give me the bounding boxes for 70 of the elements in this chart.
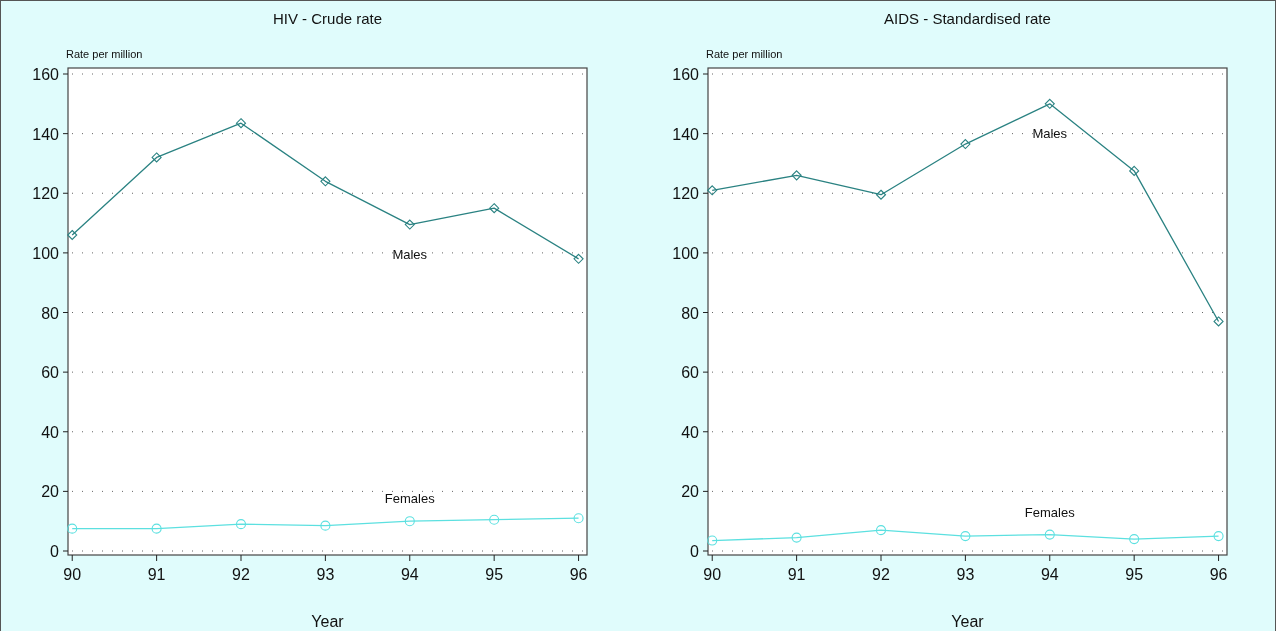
point [960, 531, 971, 542]
y-tick-label: 80 [41, 304, 60, 322]
point [67, 229, 78, 241]
y-tick-label: 160 [672, 66, 700, 83]
y-tick-label: 80 [681, 304, 700, 322]
chart-title: HIV - Crude rate [272, 10, 383, 27]
point [791, 170, 802, 181]
point [1044, 529, 1055, 540]
point [960, 139, 971, 150]
y-tick-label: 100 [672, 244, 700, 262]
point [235, 118, 247, 129]
x-tick-label: 95 [1125, 566, 1144, 583]
y-tick-label: 120 [32, 185, 60, 203]
y-tick-label: 20 [41, 483, 60, 501]
x-tick-label: 94 [400, 566, 419, 583]
x-tick-label: 93 [956, 566, 975, 583]
x-tick-label: 91 [147, 566, 166, 583]
y-tick-label: 0 [690, 543, 700, 560]
y-tick-label: 40 [681, 423, 700, 441]
point [320, 520, 331, 531]
point [1044, 98, 1055, 109]
point [1213, 316, 1224, 327]
y-axis-title: Rate per million [66, 48, 143, 60]
point [151, 152, 162, 163]
point [1129, 534, 1140, 545]
x-tick-label: 90 [703, 566, 722, 583]
y-tick-label: 20 [681, 483, 700, 501]
series-label: Females [1024, 504, 1076, 520]
point [404, 219, 415, 230]
point [707, 185, 718, 196]
y-tick-label: 140 [672, 125, 700, 143]
x-tick-label: 90 [63, 566, 82, 583]
x-tick-label: 96 [569, 566, 588, 583]
point [791, 532, 802, 543]
series-label: Males [1032, 125, 1068, 141]
point [875, 189, 887, 200]
x-axis-title: Year [951, 613, 985, 630]
y-axis-title: Rate per million [706, 48, 783, 60]
y-tick-label: 40 [41, 423, 60, 441]
x-tick-label: 91 [787, 566, 806, 583]
point [707, 535, 718, 546]
point [320, 176, 331, 187]
x-tick-label: 96 [1209, 566, 1228, 583]
x-tick-label: 93 [316, 566, 335, 583]
point [875, 525, 887, 536]
point [573, 253, 584, 264]
x-tick-label: 92 [872, 566, 890, 583]
y-tick-label: 140 [32, 125, 60, 143]
chart-title: AIDS - Standardised rate [884, 10, 1051, 27]
y-tick-label: 60 [41, 364, 60, 382]
y-tick-label: 160 [32, 66, 60, 83]
point [67, 523, 78, 534]
point [489, 203, 500, 214]
point [1129, 165, 1140, 176]
x-tick-label: 92 [232, 566, 250, 583]
series-label: Females [384, 491, 436, 507]
point [151, 523, 162, 534]
x-axis-title: Year [311, 613, 345, 630]
point [489, 514, 500, 525]
y-tick-label: 0 [50, 543, 60, 560]
y-tick-label: 120 [672, 185, 700, 203]
point [404, 516, 415, 527]
x-tick-label: 94 [1040, 566, 1059, 583]
point [573, 513, 584, 524]
y-tick-label: 100 [32, 244, 60, 262]
series-label: Males [392, 246, 428, 262]
y-tick-label: 60 [681, 364, 700, 382]
x-tick-label: 95 [485, 566, 504, 583]
point [235, 519, 247, 530]
point [1213, 531, 1224, 542]
